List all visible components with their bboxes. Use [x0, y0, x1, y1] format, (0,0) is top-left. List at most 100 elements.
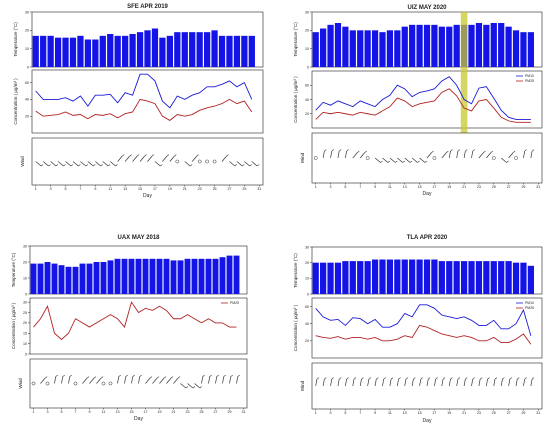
wind-barb-flag: [442, 377, 446, 380]
temperature-bar: [431, 24, 438, 67]
temperature-bar: [205, 258, 212, 294]
x-tick-label: 25: [492, 411, 496, 415]
wind-calm-marker: [313, 156, 318, 160]
wind-barb-flag: [216, 374, 219, 377]
x-tick-label: 7: [79, 187, 81, 191]
x-tick-label: 27: [507, 185, 511, 189]
x-tick-label: 11: [388, 185, 392, 189]
temperature-bar: [54, 37, 62, 67]
wind-barb-flag: [387, 160, 391, 163]
temperature-bar: [32, 35, 39, 67]
wind-barb: [117, 376, 120, 384]
wind-barb: [315, 379, 318, 387]
wind-barb: [382, 379, 385, 387]
wind-barb-flag: [107, 164, 111, 167]
x-tick-label: 21: [462, 411, 466, 415]
wind-barb-flag: [199, 386, 203, 389]
x-tick-label: 7: [359, 411, 361, 415]
wind-barb-flag: [149, 376, 153, 379]
wind-barb-flag: [48, 164, 51, 167]
wind-barb: [352, 152, 358, 159]
temperature-bar: [505, 261, 512, 294]
temperature-bar: [156, 258, 163, 294]
wind-barb: [330, 379, 333, 387]
wind-barb: [463, 379, 466, 387]
legend-label: PM10: [525, 301, 534, 305]
wind-barb: [154, 161, 161, 167]
wind-barb: [508, 379, 511, 387]
wind-barb: [50, 161, 57, 167]
x-tick-label: 3: [50, 187, 52, 191]
wind-barb-flag: [234, 164, 238, 167]
wind-barb-flag: [472, 149, 475, 152]
temperature-bar: [453, 24, 460, 67]
x-tick-label: 3: [47, 410, 49, 414]
concentration-tick-label: 20: [23, 321, 27, 325]
wind-barb-flag: [364, 150, 367, 153]
concentration-tick-label: 25: [23, 311, 27, 315]
wind-barb-flag: [230, 374, 233, 377]
wind-barb: [486, 379, 488, 387]
x-tick-label: 23: [477, 185, 481, 189]
wind-barb-flag: [524, 149, 527, 152]
wind-barb-flag: [390, 377, 394, 380]
wind-barb: [456, 151, 459, 159]
temperature-tick-label: 10: [25, 47, 29, 51]
wind-barb-flag: [506, 160, 509, 163]
wind-barb-flag: [44, 376, 48, 379]
wind-barb-flag: [361, 377, 364, 380]
x-tick-label: 31: [536, 411, 540, 415]
wind-barb-flag: [86, 376, 90, 379]
panel-1: SFE APR 2019 0 10 20 30 Temperature (°C) 20 40 6…: [13, 4, 264, 199]
panel-4: TLA APR 2020 0 10 20 30 Temperature (°C) 20 40 6…: [293, 235, 543, 424]
x-tick-label: 3: [330, 185, 332, 189]
wind-barb-flag: [170, 376, 174, 379]
wind-barb: [61, 376, 64, 384]
highlight-band: [460, 12, 468, 183]
temperature-tick-label: 30: [23, 244, 27, 248]
wind-barb: [441, 152, 447, 159]
temperature-bar: [40, 35, 47, 67]
wind-barb: [345, 379, 347, 387]
wind-barb: [169, 155, 175, 162]
wind-barb: [162, 155, 168, 162]
legend-label: PM25: [525, 79, 534, 83]
wind-barb-flag: [192, 386, 196, 389]
wind-barb: [57, 161, 64, 167]
wind-barb: [471, 379, 474, 387]
wind-barb-flag: [249, 164, 252, 167]
wind-barb-flag: [502, 377, 505, 380]
temperature-bar: [37, 263, 44, 294]
temperature-bar: [379, 259, 386, 294]
x-tick-label: 5: [65, 187, 67, 191]
wind-barb: [322, 379, 325, 387]
wind-barb: [40, 377, 46, 384]
x-axis-label: Day: [134, 416, 143, 422]
wind-barb: [508, 152, 514, 159]
temperature-tick-label: 20: [305, 29, 309, 33]
temperature-bar: [483, 261, 490, 294]
x-tick-label: 17: [144, 410, 148, 414]
wind-axis-label: Wind: [18, 378, 23, 389]
panel-2: UIZ MAY 2020 0 10 20 30 Temperature (°C) 20 40 6…: [293, 5, 543, 197]
temperature-bar: [498, 261, 505, 294]
concentration-tick-label: 15: [23, 332, 27, 336]
wind-barb: [89, 377, 95, 384]
concentration-frame: [311, 70, 543, 129]
temperature-bar: [107, 260, 114, 294]
wind-barb: [441, 379, 444, 387]
concentration-tick-label: 40: [25, 98, 29, 102]
temperature-bar: [191, 258, 198, 294]
concentration-axis-label: Concentration ( μg/m³ ): [293, 304, 298, 351]
wind-axis-label: Wind: [20, 156, 25, 167]
wind-barb: [389, 379, 392, 387]
wind-barb: [382, 157, 389, 163]
temperature-bar: [144, 30, 151, 67]
wind-barb-flag: [353, 377, 357, 380]
temperature-bar: [371, 30, 379, 67]
x-tick-label: 9: [89, 410, 91, 414]
temperature-tick-label: 30: [305, 10, 309, 14]
wind-barb-flag: [62, 374, 65, 377]
wind-barb: [448, 151, 451, 159]
temperature-bar: [135, 258, 142, 294]
